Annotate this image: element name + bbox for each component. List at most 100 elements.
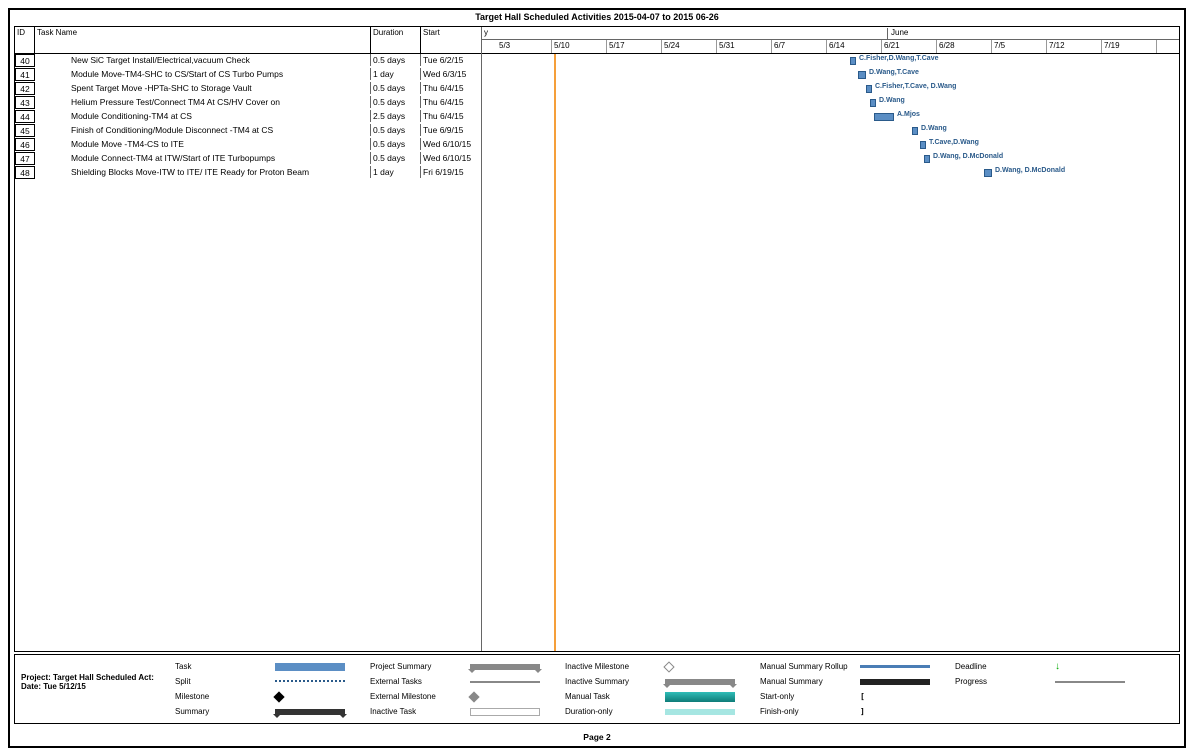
task-duration-cell: 0.5 days [371,152,421,164]
task-row[interactable]: 45 Finish of Conditioning/Module Disconn… [15,124,481,138]
task-start-cell: Wed 6/10/15 [421,138,481,150]
page-number: Page 2 [10,732,1184,742]
task-start-cell: Wed 6/3/15 [421,68,481,80]
legend-item: Finish-only] [760,704,950,719]
col-hdr-start[interactable]: Start [421,27,481,53]
task-duration-cell: 0.5 days [371,124,421,136]
gantt-bar[interactable] [924,155,930,163]
week-label: 5/31 [717,40,772,53]
legend-item: Milestone [175,689,365,704]
task-row[interactable]: 40 New SiC Target Install/Electrical,vac… [15,54,481,68]
week-label: 5/10 [552,40,607,53]
legend-item: Manual Summary Rollup [760,659,950,674]
gantt-bar[interactable] [874,113,894,121]
legend-item: Inactive Milestone [565,659,755,674]
task-id: 47 [15,152,35,165]
gantt-bar-label: T.Cave,D.Wang [929,139,979,146]
task-start-cell: Fri 6/19/15 [421,166,481,178]
legend-item: Manual Summary [760,674,950,689]
task-row[interactable]: 46 Module Move -TM4-CS to ITE 0.5 days W… [15,138,481,152]
legend-item: Duration-only [565,704,755,719]
task-id: 45 [15,124,35,137]
legend-item: Manual Task [565,689,755,704]
legend-item: External Milestone [370,689,560,704]
task-start-cell: Tue 6/2/15 [421,54,481,66]
gantt-bar-label: D.Wang [879,97,905,104]
task-id: 40 [15,54,35,67]
project-date: Date: Tue 5/12/15 [21,682,171,691]
task-start-cell: Thu 6/4/15 [421,96,481,108]
task-duration-cell: 1 day [371,166,421,178]
legend-item: External Tasks [370,674,560,689]
legend-item: Summary [175,704,365,719]
task-duration-cell: 0.5 days [371,54,421,66]
week-label: 7/19 [1102,40,1157,53]
legend-item: Inactive Summary [565,674,755,689]
week-label: 7/12 [1047,40,1102,53]
task-id: 43 [15,96,35,109]
task-name-cell: Module Move -TM4-CS to ITE [35,138,371,150]
task-name-cell: Finish of Conditioning/Module Disconnect… [35,124,371,136]
task-start-cell: Thu 6/4/15 [421,82,481,94]
today-marker [554,54,556,651]
gantt-bar-label: D.Wang [921,125,947,132]
legend-item: Project Summary [370,659,560,674]
task-start-cell: Tue 6/9/15 [421,124,481,136]
legend-item: Deadline↓ [955,659,1145,674]
task-name-cell: New SiC Target Install/Electrical,vacuum… [35,54,371,66]
task-name-cell: Shielding Blocks Move-ITW to ITE/ ITE Re… [35,166,371,178]
week-label: 7/5 [992,40,1047,53]
task-id: 48 [15,166,35,179]
task-duration-cell: 1 day [371,68,421,80]
week-label: 6/7 [772,40,827,53]
task-row[interactable]: 48 Shielding Blocks Move-ITW to ITE/ ITE… [15,166,481,180]
task-name-cell: Module Connect-TM4 at ITW/Start of ITE T… [35,152,371,164]
gantt-bar-label: D.Wang, D.McDonald [933,153,1003,160]
gantt-bar-label: D.Wang,T.Cave [869,69,919,76]
timeline-y-label: y [484,28,488,37]
timeline-pane: y JuneJuly 5/35/105/175/245/316/76/146/2… [481,27,1179,651]
week-label: 5/3 [497,40,552,53]
gantt-bar-label: D.Wang, D.McDonald [995,167,1065,174]
task-row[interactable]: 47 Module Connect-TM4 at ITW/Start of IT… [15,152,481,166]
col-hdr-id[interactable]: ID [15,27,35,53]
task-start-cell: Thu 6/4/15 [421,110,481,122]
page-frame: Target Hall Scheduled Activities 2015-04… [8,8,1186,748]
task-row[interactable]: 41 Module Move-TM4-SHC to CS/Start of CS… [15,68,481,82]
week-label: 6/28 [937,40,992,53]
col-hdr-name[interactable]: Task Name [35,27,371,53]
legend-item: Split [175,674,365,689]
gantt-bar[interactable] [858,71,866,79]
gantt-bar-label: C.Fisher,T.Cave, D.Wang [875,83,956,90]
task-name-cell: Module Conditioning-TM4 at CS [35,110,371,122]
gantt-bar[interactable] [984,169,992,177]
task-row[interactable]: 44 Module Conditioning-TM4 at CS 2.5 day… [15,110,481,124]
task-name-cell: Module Move-TM4-SHC to CS/Start of CS Tu… [35,68,371,80]
task-row[interactable]: 43 Helium Pressure Test/Connect TM4 At C… [15,96,481,110]
task-id: 44 [15,110,35,123]
legend: Project: Target Hall Scheduled Act: Date… [14,654,1180,724]
task-duration-cell: 0.5 days [371,138,421,150]
gantt-bar[interactable] [870,99,876,107]
col-hdr-duration[interactable]: Duration [371,27,421,53]
legend-item: Start-only[ [760,689,950,704]
task-table: ID Task Name Duration Start 40 New SiC T… [15,27,481,651]
page-title: Target Hall Scheduled Activities 2015-04… [10,12,1184,22]
week-label: 6/14 [827,40,882,53]
gantt-bar-label: A.Mjos [897,111,920,118]
gantt-bar[interactable] [920,141,926,149]
task-start-cell: Wed 6/10/15 [421,152,481,164]
gantt-bar[interactable] [912,127,918,135]
task-id: 42 [15,82,35,95]
week-label: 5/17 [607,40,662,53]
task-id: 46 [15,138,35,151]
week-label: 5/24 [662,40,717,53]
task-row[interactable]: 42 Spent Target Move -HPTa-SHC to Storag… [15,82,481,96]
gantt-container: ID Task Name Duration Start 40 New SiC T… [14,26,1180,652]
week-label: 6/21 [882,40,937,53]
gantt-bar[interactable] [850,57,856,65]
task-name-cell: Helium Pressure Test/Connect TM4 At CS/H… [35,96,371,108]
project-name: Project: Target Hall Scheduled Act: [21,673,171,682]
gantt-bar[interactable] [866,85,872,93]
legend-item: Progress [955,674,1145,689]
